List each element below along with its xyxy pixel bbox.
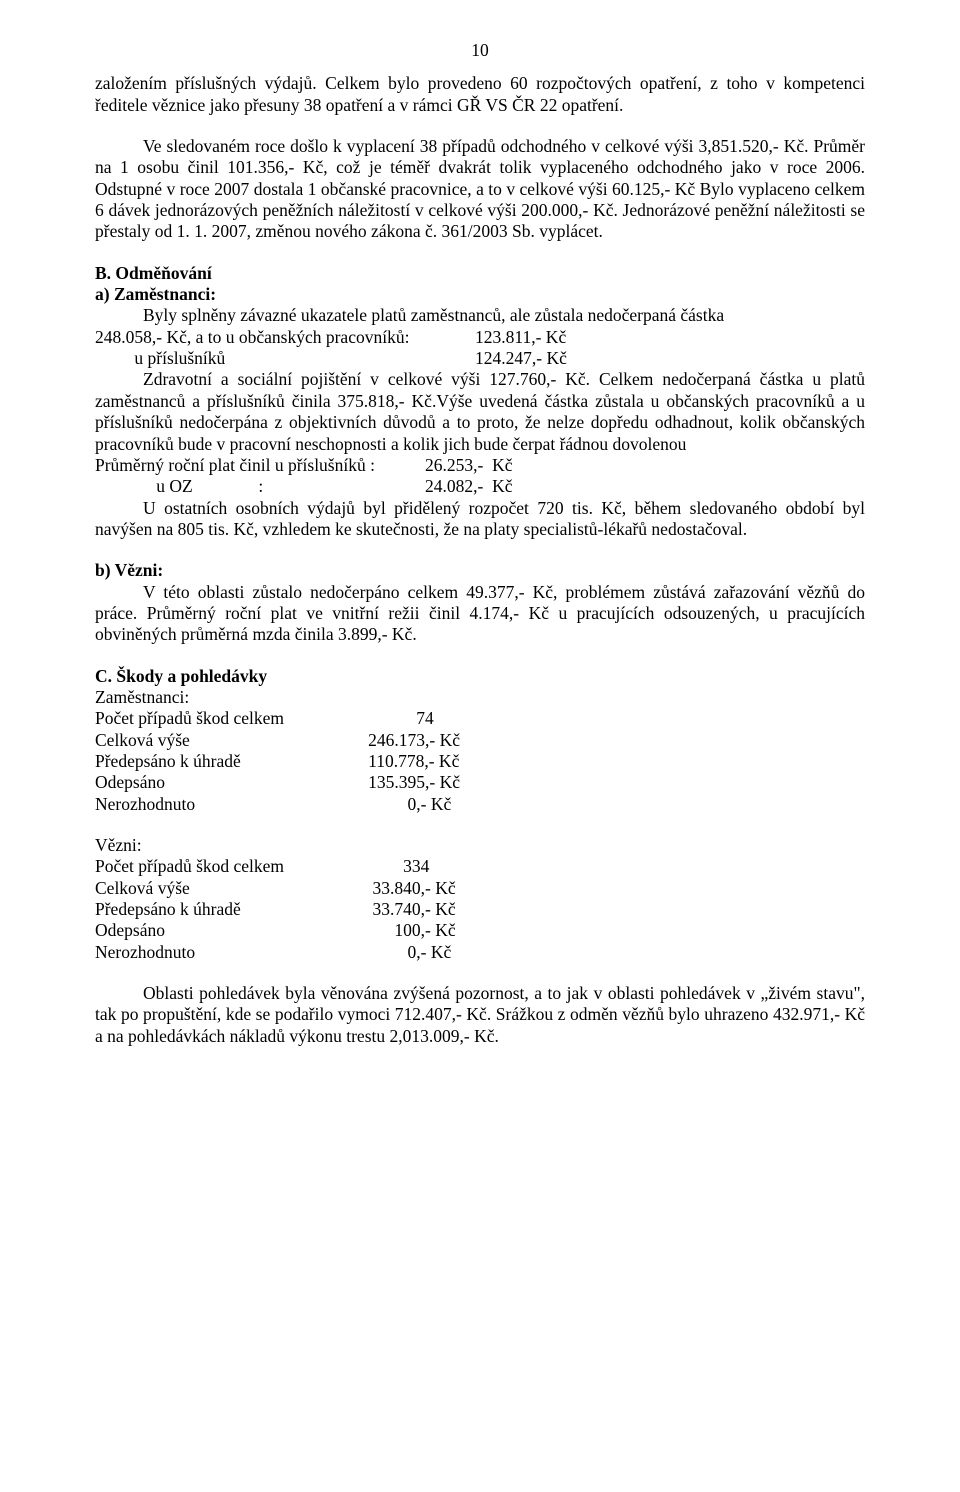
kv-value: 135.395,- Kč — [355, 772, 460, 793]
kv-label: u příslušníků — [95, 348, 475, 369]
table-row: Nerozhodnuto 0,- Kč — [95, 942, 456, 963]
page-number: 10 — [95, 40, 865, 61]
paragraph-intro-2: Ve sledovaném roce došlo k vyplacení 38 … — [95, 136, 865, 243]
zamestnanci-label: Zaměstnanci: — [95, 687, 865, 708]
subsection-b-vezni-title: b) Vězni: — [95, 560, 865, 581]
kv-value: 24.082,- Kč — [425, 476, 512, 497]
table-row: u OZ : 24.082,- Kč — [95, 476, 512, 497]
kv-value: 110.778,- Kč — [355, 751, 460, 772]
table-row: Předepsáno k úhradě 33.740,- Kč — [95, 899, 456, 920]
kv-label: Odepsáno — [95, 772, 355, 793]
kv-value: 123.811,- Kč — [475, 327, 567, 348]
a-zam-line1: Byly splněny závazné ukazatele platů zam… — [95, 305, 865, 326]
kv-label: Počet případů škod celkem — [95, 708, 355, 729]
kv-value: 33.840,- Kč — [355, 878, 456, 899]
table-row: 248.058,- Kč, a to u občanských pracovní… — [95, 327, 567, 348]
b-vez-paragraph: V této oblasti zůstalo nedočerpáno celke… — [95, 582, 865, 646]
table-row: Celková výše 33.840,- Kč — [95, 878, 456, 899]
table-row: Nerozhodnuto 0,- Kč — [95, 794, 460, 815]
kv-value: 0,- Kč — [355, 942, 456, 963]
kv-value: 74 — [355, 708, 460, 729]
table-row: u příslušníků 124.247,- Kč — [95, 348, 567, 369]
kv-value: 124.247,- Kč — [475, 348, 567, 369]
kv-label: Průměrný roční plat činil u příslušníků … — [95, 455, 425, 476]
kv-label: Nerozhodnuto — [95, 794, 355, 815]
last-paragraph: Oblasti pohledávek byla věnována zvýšená… — [95, 983, 865, 1047]
kv-label: u OZ : — [95, 476, 425, 497]
kv-value: 334 — [355, 856, 456, 877]
kv-label: Předepsáno k úhradě — [95, 899, 355, 920]
paragraph-intro-1: založením příslušných výdajů. Celkem byl… — [95, 73, 865, 116]
a-zam-values-table-2: Průměrný roční plat činil u příslušníků … — [95, 455, 512, 498]
section-c-title: C. Škody a pohledávky — [95, 666, 865, 687]
kv-value: 100,- Kč — [355, 920, 456, 941]
kv-label: Počet případů škod celkem — [95, 856, 355, 877]
table-row: Odepsáno 135.395,- Kč — [95, 772, 460, 793]
section-b-title: B. Odměňování — [95, 263, 865, 284]
kv-label: Předepsáno k úhradě — [95, 751, 355, 772]
table-row: Odepsáno 100,- Kč — [95, 920, 456, 941]
kv-value: 246.173,- Kč — [355, 730, 460, 751]
table-row: Počet případů škod celkem 74 — [95, 708, 460, 729]
kv-label: Celková výše — [95, 730, 355, 751]
kv-value: 26.253,- Kč — [425, 455, 512, 476]
a-zam-paragraph-3: U ostatních osobních výdajů byl přidělen… — [95, 498, 865, 541]
subsection-a-zamestnanci-title: a) Zaměstnanci: — [95, 284, 865, 305]
kv-label: 248.058,- Kč, a to u občanských pracovní… — [95, 327, 475, 348]
kv-value: 0,- Kč — [355, 794, 460, 815]
kv-label: Nerozhodnuto — [95, 942, 355, 963]
kv-value: 33.740,- Kč — [355, 899, 456, 920]
table-row: Předepsáno k úhradě 110.778,- Kč — [95, 751, 460, 772]
kv-label: Celková výše — [95, 878, 355, 899]
kv-label: Odepsáno — [95, 920, 355, 941]
a-zam-values-table-1: 248.058,- Kč, a to u občanských pracovní… — [95, 327, 567, 370]
table-row: Počet případů škod celkem 334 — [95, 856, 456, 877]
zamestnanci-table: Počet případů škod celkem 74Celková výše… — [95, 708, 460, 815]
a-zam-paragraph-2: Zdravotní a sociální pojištění v celkové… — [95, 369, 865, 454]
vezni-table: Počet případů škod celkem 334Celková výš… — [95, 856, 456, 963]
vezni-label: Vězni: — [95, 835, 865, 856]
table-row: Průměrný roční plat činil u příslušníků … — [95, 455, 512, 476]
table-row: Celková výše 246.173,- Kč — [95, 730, 460, 751]
